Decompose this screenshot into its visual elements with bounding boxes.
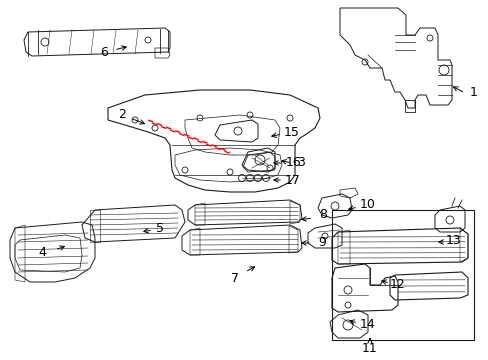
Text: 14: 14 — [359, 319, 375, 332]
Text: 12: 12 — [389, 279, 405, 292]
Text: 4: 4 — [38, 247, 46, 260]
Text: 10: 10 — [359, 198, 375, 211]
Text: 6: 6 — [100, 45, 108, 58]
Text: 8: 8 — [318, 208, 326, 221]
Text: 16: 16 — [285, 157, 301, 170]
Text: 17: 17 — [285, 174, 300, 186]
Text: 7: 7 — [230, 271, 239, 284]
Text: 9: 9 — [317, 237, 325, 249]
Text: 3: 3 — [296, 157, 305, 170]
Text: 1: 1 — [469, 86, 477, 99]
Text: 11: 11 — [362, 342, 377, 355]
Text: 5: 5 — [156, 221, 163, 234]
Text: 13: 13 — [445, 234, 461, 247]
Text: 2: 2 — [118, 108, 126, 122]
Bar — [331, 210, 473, 340]
Text: 15: 15 — [284, 126, 299, 139]
